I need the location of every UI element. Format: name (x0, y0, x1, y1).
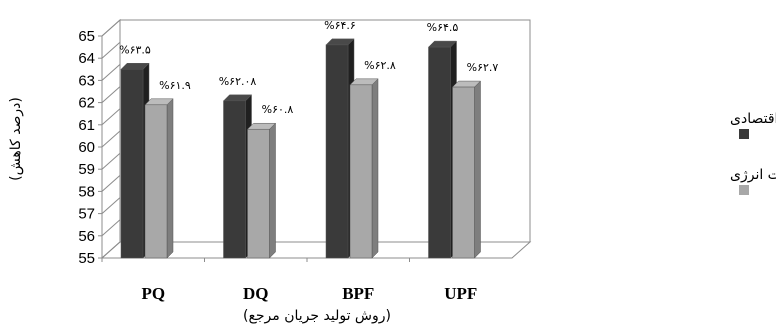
legend-label: کاهش هزینه اقتصادی (730, 111, 776, 127)
bar (349, 78, 379, 259)
y-axis: 55 56 57 58 59 60 61 62 63 64 65 (78, 19, 121, 267)
bar-side-face (269, 122, 276, 259)
legend-item: کاهش تلفات انرژی (730, 167, 776, 195)
y-tick-depth-line (101, 197, 121, 214)
y-tick-depth-line (101, 64, 121, 81)
data-label: %۶۲.۸ (364, 59, 396, 72)
bar-front-face (325, 44, 349, 259)
bar-side-face (474, 80, 481, 259)
y-tick-label: 58 (78, 183, 95, 200)
bar-side-face (166, 98, 174, 259)
y-tick-label: 60 (78, 139, 95, 156)
plot-walls (100, 18, 532, 260)
y-tick-depth-line (101, 86, 121, 103)
bar-front-face (349, 84, 373, 259)
y-tick-label: 64 (78, 50, 95, 67)
y-tick-label: 59 (78, 161, 95, 178)
legend-item: کاهش هزینه اقتصادی (730, 111, 776, 139)
data-label: %۶۰.۸ (262, 103, 294, 116)
x-tick-label: DQ (243, 284, 269, 303)
x-tick-label: UPF (444, 284, 477, 303)
y-tick-label: 63 (78, 72, 95, 89)
y-axis-title: (درصد کاهش) (8, 97, 24, 181)
y-tick-depth-line (101, 19, 121, 37)
legend-swatch (739, 185, 749, 195)
bar (144, 98, 174, 259)
x-axis-tick-labels: PQ DQ BPF UPF (101, 258, 477, 303)
y-tick-label: 57 (78, 206, 95, 223)
y-tick-depth-line (101, 41, 121, 59)
x-tick-label: PQ (141, 284, 165, 303)
bar-front-face (144, 104, 168, 259)
y-tick-depth-line (101, 241, 121, 259)
legend: کاهش هزینه اقتصادی کاهش تلفات انرژی (730, 111, 776, 195)
bars: %۶۳.۵ %۶۲.۰۸ %۶۴.۶ %۶۴.۵ %۶۱.۹ %۶۰.۸ %۶۲.۸ %۶۲.… (119, 19, 499, 259)
y-tick-label: 62 (78, 95, 95, 112)
data-label: %۶۳.۵ (119, 43, 151, 56)
data-label: %۶۴.۵ (427, 21, 459, 34)
data-label: %۶۱.۹ (159, 79, 191, 92)
y-tick-depth-line (101, 219, 121, 237)
y-tick-depth-line (101, 175, 121, 192)
bar (246, 122, 277, 259)
y-tick-depth-line (101, 130, 121, 148)
bar-front-face (120, 69, 144, 259)
bar-front-face (428, 46, 451, 259)
x-tick-label: BPF (342, 284, 374, 303)
bar-front-face (223, 100, 246, 259)
bar-side-face (371, 78, 379, 259)
y-tick-label: 56 (78, 228, 95, 245)
y-tick-label: 61 (78, 117, 95, 134)
data-label: %۶۴.۶ (324, 19, 356, 32)
legend-label: کاهش تلفات انرژی (730, 167, 776, 183)
x-axis-title: (روش تولید جریان مرجع) (243, 308, 391, 324)
bar-front-face (247, 128, 270, 259)
data-label: %۶۲.۷ (467, 61, 499, 74)
bar (451, 80, 482, 259)
bar-front-face (452, 86, 475, 259)
y-tick-depth-line (101, 108, 121, 126)
y-tick-depth-line (101, 152, 121, 170)
y-tick-label: 65 (78, 28, 95, 45)
y-tick-label: 55 (78, 250, 95, 267)
legend-swatch (739, 129, 749, 139)
data-label: %۶۲.۰۸ (219, 75, 257, 88)
